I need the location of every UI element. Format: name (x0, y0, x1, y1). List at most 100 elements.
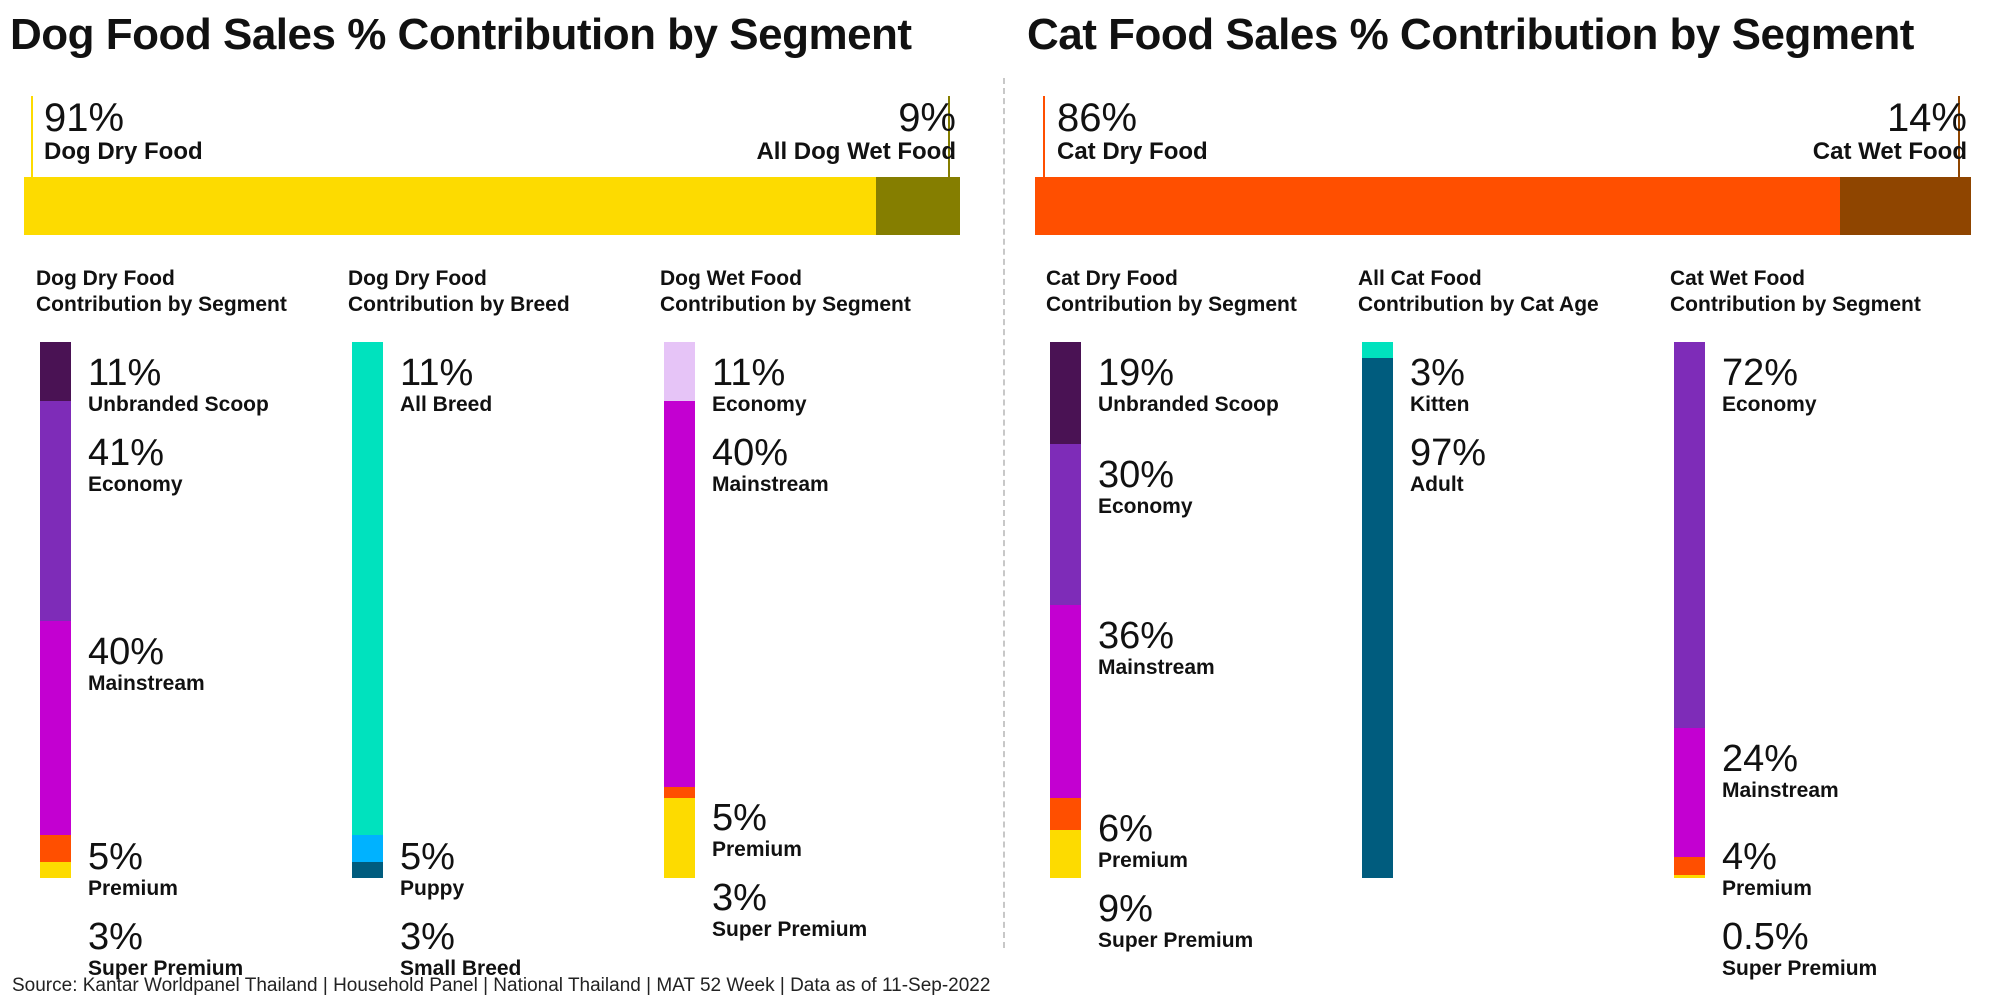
segment-percent: 11% (88, 352, 162, 394)
dog-sub-2-title-line-1: Dog Dry Food (348, 267, 487, 290)
segment-label-mainstream: 40% Mainstream (88, 633, 205, 694)
segment-percent: 3% (88, 916, 143, 958)
segment-percent: 9% (1098, 887, 1153, 930)
segment-percent: 6% (1098, 807, 1153, 850)
cat-sub-3-title-line-2: Contribution by Segment (1670, 293, 1921, 316)
dog-wet-pct: 9% (898, 96, 956, 140)
cat-top-bar (1035, 177, 1971, 235)
cat-sub-2-title-line-1: All Cat Food (1358, 267, 1482, 290)
segment-name: Small Breed (400, 957, 522, 980)
segment-name: Super Premium (712, 917, 868, 941)
segment-label-economy: 11% Economy (712, 354, 807, 415)
segment-label-all-breed: 11% All Breed (400, 354, 492, 415)
bar-segment-all-breed (352, 342, 383, 836)
bar-segment-premium (1050, 797, 1081, 830)
segment-label-super-premium: 0.5% Super Premium (1722, 918, 1877, 979)
segment-percent: 5% (400, 836, 455, 878)
dog-wet-tick (948, 96, 950, 178)
bar-segment-super-premium (1050, 829, 1081, 878)
dog-sub-3-title: Dog Wet Food Contribution by Segment (660, 266, 970, 318)
dog-sub-chart-3: Dog Wet Food Contribution by Segment 11%… (660, 266, 970, 940)
segment-percent: 3% (712, 876, 767, 919)
cat-panel: Cat Food Sales % Contribution by Segment… (1027, 0, 1987, 979)
bar-segment-mainstream (1050, 604, 1081, 798)
bar-segment-economy (1050, 443, 1081, 605)
bar-segment-mainstream (1674, 727, 1705, 857)
cat-dry-top-label: 86% Cat Dry Food (1057, 98, 1208, 164)
segment-name: Premium (88, 877, 178, 900)
dog-sub-1-title-line-2: Contribution by Segment (36, 293, 287, 316)
segment-label-mainstream: 24% Mainstream (1722, 740, 1839, 801)
dog-wet-name: All Dog Wet Food (756, 138, 956, 165)
cat-sub-1-title-line-2: Contribution by Segment (1046, 293, 1297, 316)
segment-name: Economy (1722, 393, 1817, 416)
segment-percent: 41% (88, 432, 165, 474)
cat-sub-2-title: All Cat Food Contribution by Cat Age (1358, 266, 1668, 318)
segment-label-premium: 6% Premium (1098, 810, 1188, 871)
segment-percent: 40% (712, 432, 789, 474)
segment-name: Premium (712, 837, 802, 861)
segment-label-small-breed: 3% Small Breed (400, 918, 521, 979)
segment-name: Mainstream (1722, 778, 1839, 802)
dog-sub-2-title: Dog Dry Food Contribution by Breed (348, 266, 658, 318)
panel-divider (1003, 78, 1005, 948)
bar-segment-kitten (1362, 342, 1393, 359)
segment-name: Puppy (400, 877, 465, 900)
dog-sub-1-title-line-1: Dog Dry Food (36, 267, 175, 290)
segment-percent: 3% (400, 916, 455, 958)
cat-sub-1-title-line-1: Cat Dry Food (1046, 267, 1178, 290)
cat-sub-3-title: Cat Wet Food Contribution by Segment (1670, 266, 1980, 318)
segment-name: Super Premium (1098, 928, 1254, 952)
cat-dry-tick (1043, 96, 1045, 178)
segment-name: Economy (1098, 494, 1193, 518)
segment-name: Super Premium (1722, 957, 1878, 980)
dog-panel: Dog Food Sales % Contribution by Segment… (10, 0, 970, 979)
dog-sub-1-bar (40, 342, 71, 878)
cat-wet-name: Cat Wet Food (1812, 138, 1967, 165)
dog-dry-name: Dog Dry Food (44, 138, 203, 165)
bar-segment-unbranded-scoop (1050, 342, 1081, 444)
segment-name: Premium (1098, 848, 1188, 872)
segment-label-adult: 97% Adult (1410, 434, 1486, 495)
bar-segment-puppy (352, 835, 383, 862)
segment-percent: 97% (1410, 432, 1487, 474)
source-note: Source: Kantar Worldpanel Thailand | Hou… (12, 975, 991, 996)
segment-percent: 5% (712, 796, 767, 839)
segment-name: Economy (712, 393, 807, 416)
dog-sub-2-bar (352, 342, 383, 878)
segment-label-mainstream: 36% Mainstream (1098, 617, 1215, 678)
cat-dry-pct: 86% (1057, 96, 1138, 140)
segment-name: Premium (1722, 877, 1812, 900)
segment-percent: 4% (1722, 836, 1777, 878)
top-bar-segment-dog-dry-food (24, 177, 876, 235)
cat-wet-pct: 14% (1886, 96, 1967, 140)
segment-percent: 0.5% (1722, 916, 1809, 958)
segment-percent: 5% (88, 836, 143, 878)
top-bar-segment-cat-dry-food (1035, 177, 1840, 235)
top-bar-segment-cat-wet-food (1839, 177, 1971, 235)
cat-sub-3-bar (1674, 342, 1705, 878)
segment-percent: 19% (1098, 352, 1175, 394)
segment-percent: 24% (1722, 737, 1799, 780)
segment-percent: 30% (1098, 453, 1175, 496)
bar-segment-mainstream (664, 400, 695, 787)
cat-dry-name: Cat Dry Food (1057, 138, 1208, 165)
bar-segment-economy (1674, 342, 1705, 728)
segment-percent: 40% (88, 630, 165, 673)
segment-name: Unbranded Scoop (1098, 393, 1279, 416)
segment-name: Economy (88, 473, 183, 496)
segment-label-premium: 5% Premium (88, 838, 178, 899)
segment-name: All Breed (400, 393, 493, 416)
bar-segment-unbranded-scoop (40, 342, 71, 401)
segment-label-premium: 5% Premium (712, 799, 802, 860)
cat-sub-chart-2: All Cat Food Contribution by Cat Age 3% K… (1358, 266, 1668, 926)
segment-percent: 72% (1722, 352, 1799, 394)
bar-segment-premium (40, 835, 71, 862)
dog-sub-chart-1: Dog Dry Food Contribution by Segment 11%… (36, 266, 346, 979)
dog-dry-pct: 91% (44, 96, 125, 140)
dog-sub-3-title-line-1: Dog Wet Food (660, 267, 802, 290)
dog-sub-1-title: Dog Dry Food Contribution by Segment (36, 266, 346, 318)
segment-label-economy: 41% Economy (88, 434, 183, 495)
segment-label-puppy: 5% Puppy (400, 838, 464, 899)
dog-chart-title: Dog Food Sales % Contribution by Segment (10, 10, 912, 59)
